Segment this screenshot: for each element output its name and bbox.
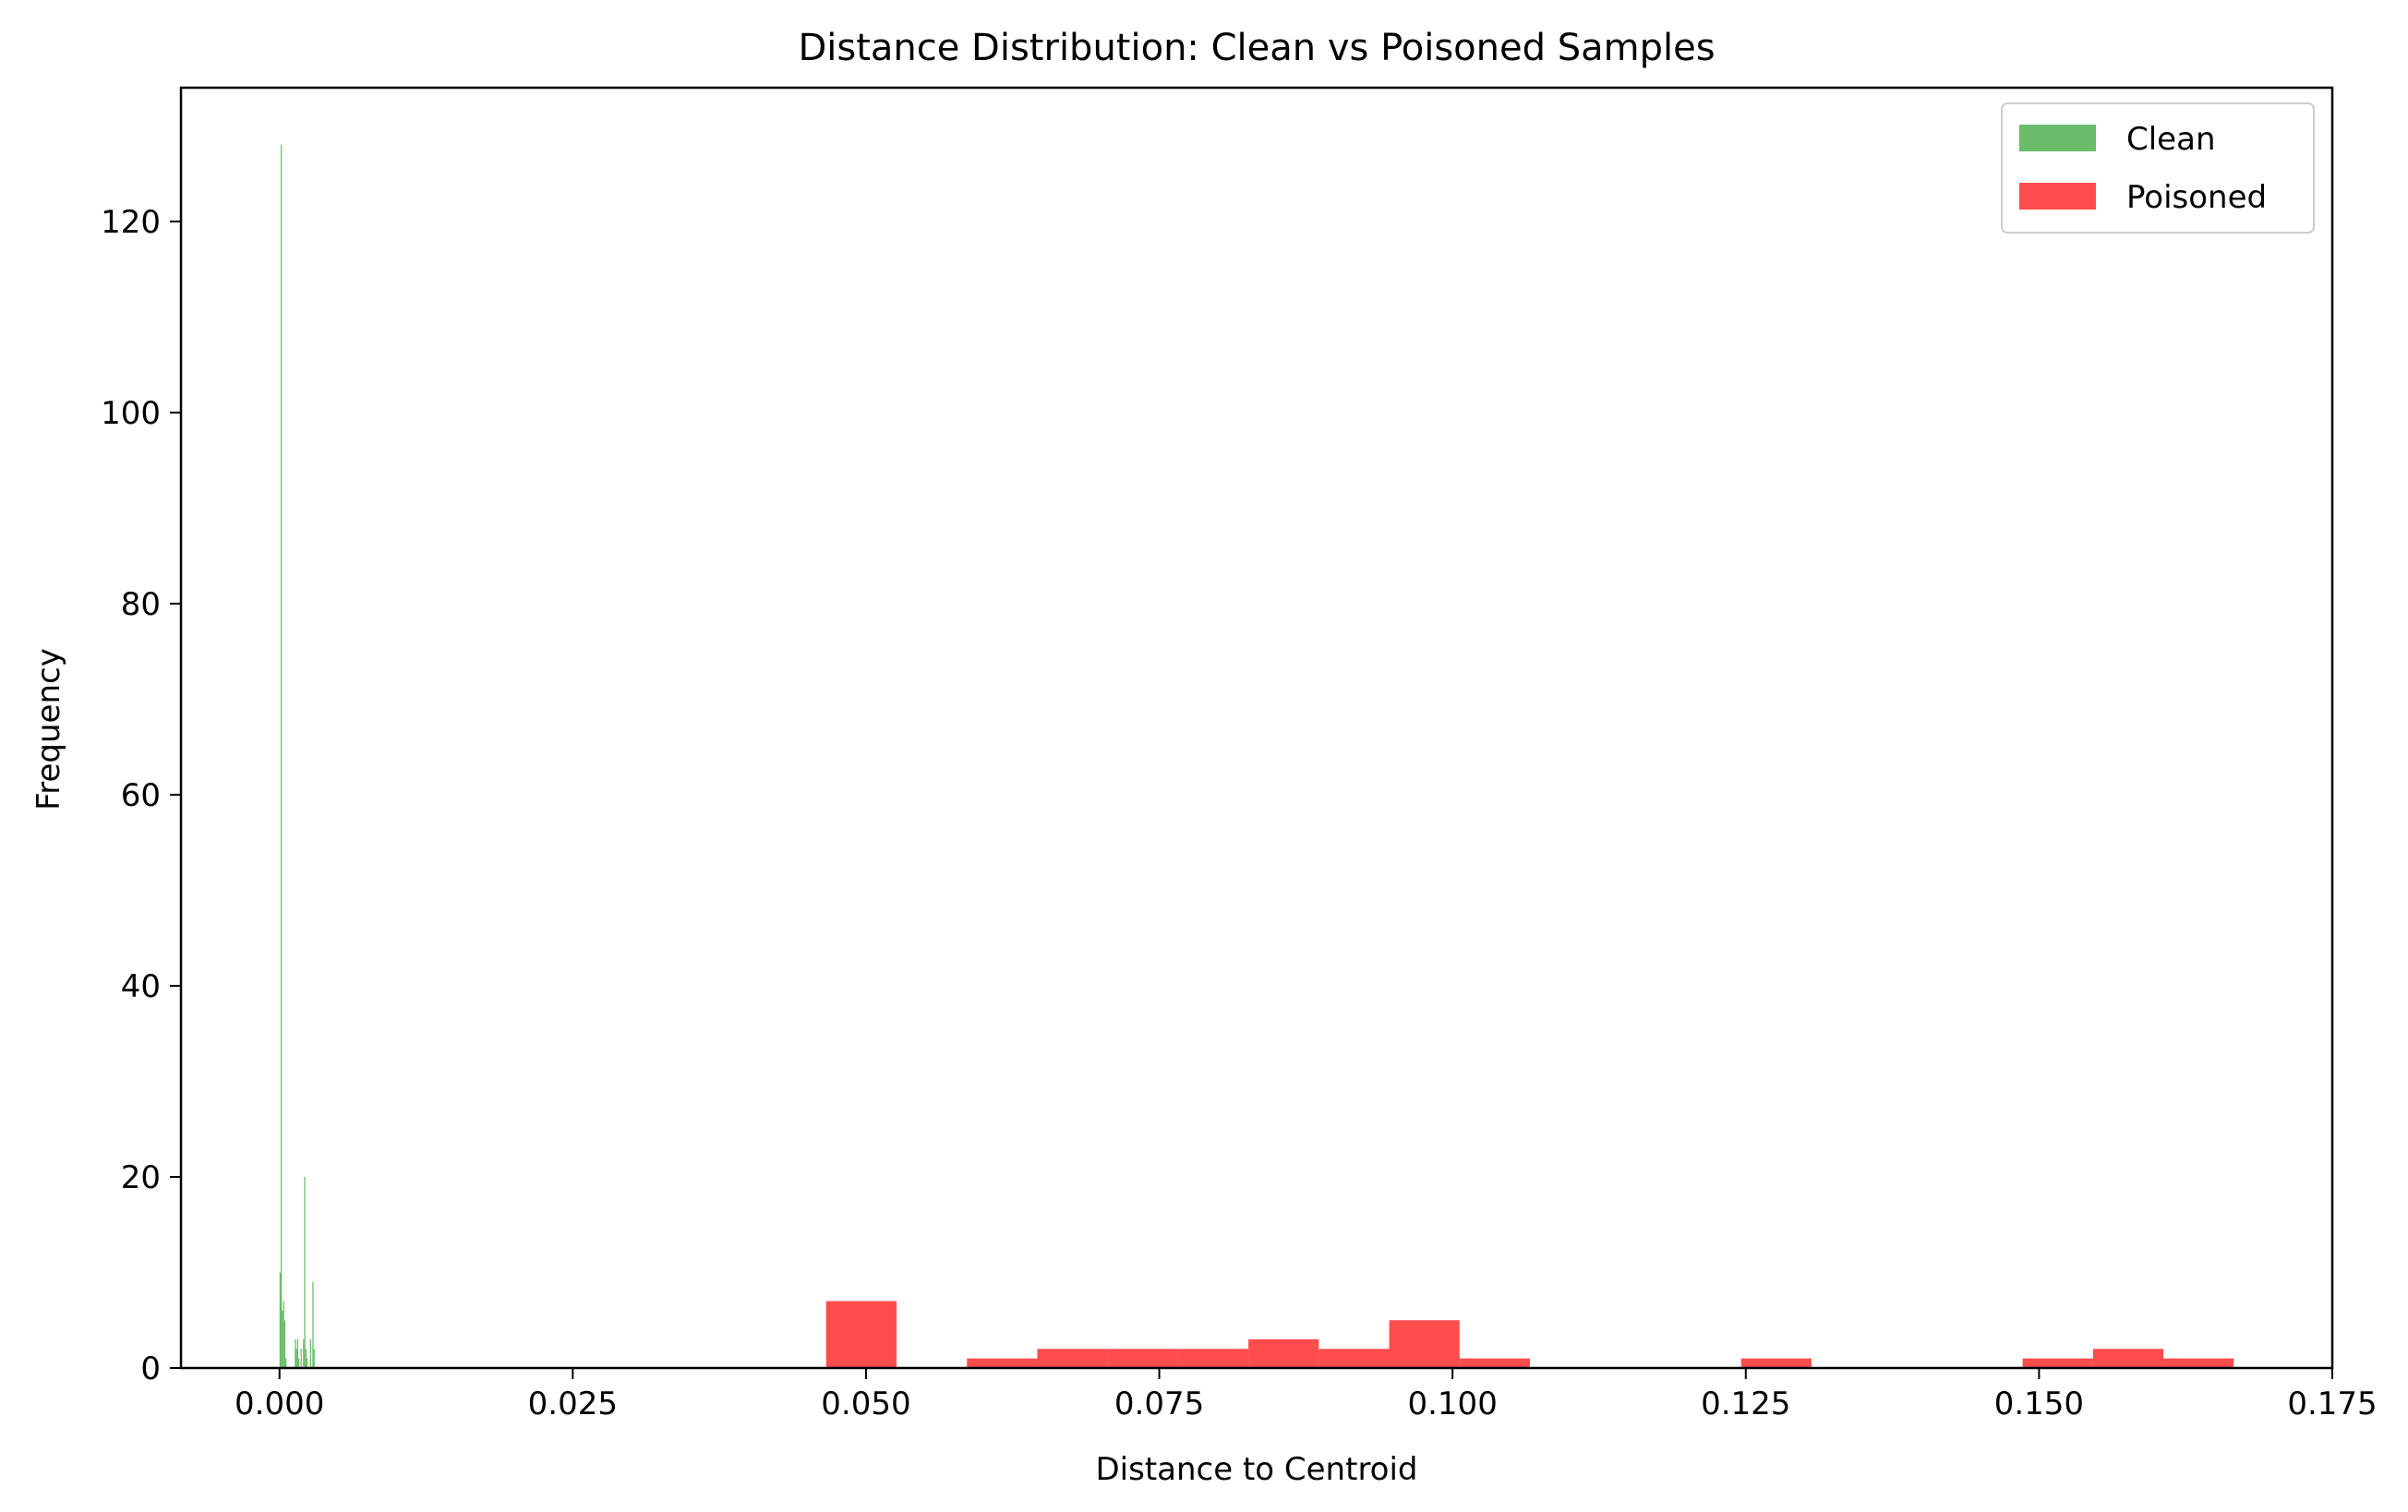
- x-axis-label: Distance to Centroid: [1095, 1451, 1417, 1488]
- clean-bar: [285, 1358, 287, 1368]
- poisoned-legend-label: Poisoned: [2126, 179, 2267, 216]
- x-tick-label: 0.125: [1701, 1386, 1790, 1422]
- clean-bar: [296, 1338, 299, 1368]
- clean-bar: [279, 1272, 281, 1368]
- clean-bar: [282, 1310, 283, 1368]
- x-tick-label: 0.100: [1407, 1386, 1497, 1422]
- x-tick-label: 0.025: [528, 1386, 618, 1422]
- y-tick-label: 100: [101, 395, 161, 432]
- poisoned-legend-swatch: [2019, 183, 2096, 210]
- clean-bar: [295, 1349, 297, 1368]
- y-tick-label: 80: [121, 586, 161, 623]
- y-tick-label: 20: [121, 1159, 161, 1196]
- clean-bar: [283, 1301, 284, 1368]
- chart-title: Distance Distribution: Clean vs Poisoned…: [798, 27, 1715, 69]
- y-tick-label: 120: [101, 204, 161, 241]
- clean-bar: [309, 1338, 312, 1368]
- x-tick-label: 0.175: [2287, 1386, 2377, 1422]
- x-tick-label: 0.000: [235, 1386, 324, 1422]
- poisoned-bar: [2022, 1358, 2093, 1368]
- bars-layer: [279, 145, 2234, 1368]
- poisoned-bar: [1389, 1320, 1460, 1368]
- y-axis-ticks: 0 20 40 60 80 100 120: [101, 204, 181, 1387]
- clean-bar: [300, 1349, 302, 1368]
- poisoned-bar: [967, 1358, 1038, 1368]
- x-tick-label: 0.050: [821, 1386, 910, 1422]
- legend: Clean Poisoned: [2001, 102, 2315, 234]
- clean-bar: [303, 1338, 305, 1368]
- y-tick-label: 40: [121, 968, 161, 1005]
- clean-bar: [304, 1176, 306, 1368]
- poisoned-bar: [1318, 1349, 1390, 1368]
- poisoned-bar: [1037, 1349, 1108, 1368]
- poisoned-bar: [1248, 1338, 1319, 1368]
- plot-frame: [179, 86, 2334, 1370]
- clean-bar: [305, 1349, 307, 1368]
- y-tick-label: 0: [140, 1350, 161, 1387]
- x-axis-ticks: 0.000 0.025 0.050 0.075 0.100 0.125 0.150 0.175: [235, 1368, 2378, 1422]
- poisoned-bar: [825, 1301, 897, 1368]
- y-axis-label: Frequency: [30, 648, 67, 810]
- poisoned-bar: [1107, 1349, 1178, 1368]
- y-tick-label: 60: [121, 777, 161, 814]
- poisoned-bar: [1177, 1349, 1249, 1368]
- clean-legend-swatch: [2019, 125, 2096, 151]
- clean-bar: [313, 1349, 315, 1368]
- clean-bar: [298, 1358, 300, 1368]
- x-tick-label: 0.075: [1114, 1386, 1204, 1422]
- clean-legend-label: Clean: [2126, 121, 2216, 158]
- clean-bar: [283, 1320, 286, 1368]
- poisoned-bar: [2092, 1349, 2164, 1368]
- poisoned-bar: [1740, 1358, 1812, 1368]
- x-tick-label: 0.150: [1994, 1386, 2084, 1422]
- clean-bar: [312, 1281, 314, 1368]
- poisoned-bar: [2163, 1358, 2234, 1368]
- clean-bar: [280, 145, 283, 1368]
- poisoned-bar: [1459, 1358, 1531, 1368]
